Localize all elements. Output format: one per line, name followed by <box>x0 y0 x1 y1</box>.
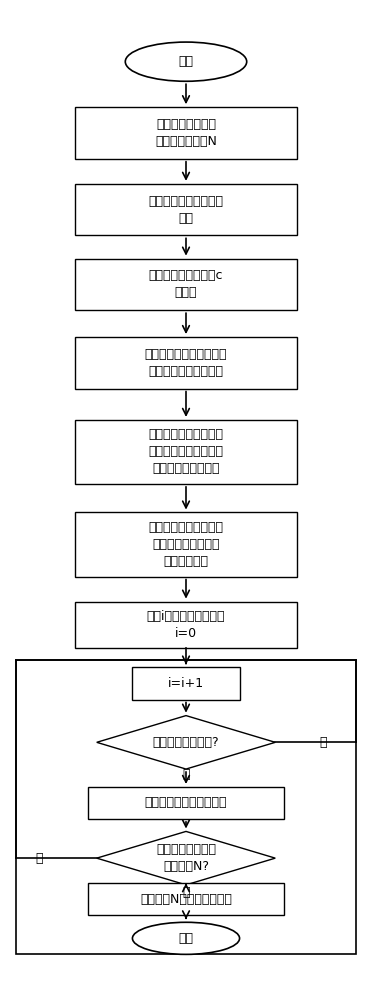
Text: 加入安全着陆区域集合内: 加入安全着陆区域集合内 <box>145 796 227 809</box>
Text: 否: 否 <box>36 852 43 865</box>
Text: 是否满足距离约束?: 是否满足距离约束? <box>153 736 219 749</box>
Bar <box>75 420 297 484</box>
Text: 获取地形高程数据
和设定安全区数N: 获取地形高程数据 和设定安全区数N <box>155 118 217 148</box>
Bar <box>132 667 240 700</box>
Text: 返回所得N个安全着陆区域: 返回所得N个安全着陆区域 <box>140 893 232 906</box>
Text: 安全着陆区域个数
是否小于N?: 安全着陆区域个数 是否小于N? <box>156 843 216 873</box>
Text: i=i+1: i=i+1 <box>168 677 204 690</box>
Polygon shape <box>97 716 275 769</box>
Text: 取第i个候选区域，设定
i=0: 取第i个候选区域，设定 i=0 <box>147 610 225 640</box>
Bar <box>75 107 297 159</box>
Text: 否: 否 <box>320 736 327 749</box>
Ellipse shape <box>125 42 247 81</box>
Bar <box>75 602 297 648</box>
Text: 对候选区域按照障碍点
个数从小到大排序，
组成候选列表: 对候选区域按照障碍点 个数从小到大排序， 组成候选列表 <box>148 521 224 568</box>
Bar <box>75 259 297 310</box>
Polygon shape <box>97 831 275 885</box>
Text: 根据高程数据，划分c
个区间: 根据高程数据，划分c 个区间 <box>149 269 223 299</box>
Bar <box>88 883 284 915</box>
Text: 设定阈值，将满足条件的
区域设定为安全点区域: 设定阈值，将满足条件的 区域设定为安全点区域 <box>145 348 227 378</box>
Text: 是: 是 <box>182 886 190 898</box>
Bar <box>75 337 297 389</box>
Bar <box>75 512 297 577</box>
Bar <box>88 787 284 819</box>
Text: 基于高程地形数据进行
排序: 基于高程地形数据进行 排序 <box>148 195 224 225</box>
Text: 结束: 结束 <box>179 932 193 945</box>
Text: 给定着陆区域大小，对
图像进行遍历，统计候
选区域中障碍点个数: 给定着陆区域大小，对 图像进行遍历，统计候 选区域中障碍点个数 <box>148 428 224 475</box>
Bar <box>75 184 297 235</box>
Bar <box>16 660 356 954</box>
Text: 开始: 开始 <box>179 55 193 68</box>
Text: 是: 是 <box>182 768 190 781</box>
Ellipse shape <box>132 922 240 954</box>
